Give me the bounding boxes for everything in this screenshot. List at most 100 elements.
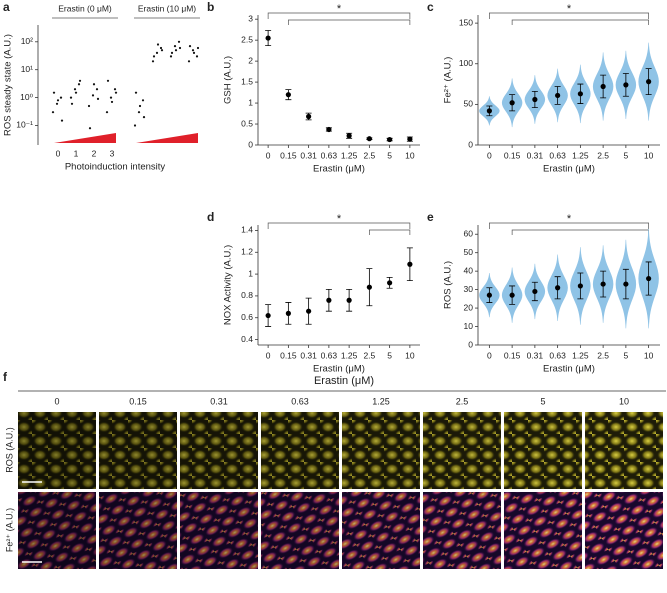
panel-label: b xyxy=(207,0,214,14)
y-tick-label: 30 xyxy=(464,284,474,294)
column-label: 5 xyxy=(540,396,545,406)
mean-point xyxy=(509,100,515,106)
mean-point xyxy=(285,310,291,316)
y-tick-label: 0 xyxy=(248,139,253,149)
column-label: 1.25 xyxy=(372,396,390,406)
mean-point xyxy=(387,280,393,286)
point xyxy=(156,43,160,46)
significance-bracket xyxy=(267,12,411,19)
mean-point xyxy=(306,308,312,314)
y-tick-label: 2.5 xyxy=(241,34,253,44)
point xyxy=(151,60,155,63)
point xyxy=(69,96,73,99)
y-tick-label: 50 xyxy=(464,247,474,257)
point xyxy=(114,91,118,94)
y-tick-label: 0.8 xyxy=(241,290,253,300)
point xyxy=(59,96,63,99)
micrograph xyxy=(504,492,582,569)
x-tick-label: 0.15 xyxy=(504,350,521,360)
point xyxy=(170,51,174,55)
mean-point xyxy=(265,35,271,41)
x-tick-label: 0.31 xyxy=(527,350,544,360)
y-axis-label: ROS steady state (A.U.) xyxy=(3,34,14,136)
point xyxy=(109,96,113,99)
micrograph-shade xyxy=(423,412,501,489)
micrograph-shade xyxy=(342,412,420,489)
point xyxy=(60,119,64,122)
micrograph-shade xyxy=(342,492,420,569)
point xyxy=(191,49,195,52)
x-tick-label: 0.15 xyxy=(280,350,297,360)
point xyxy=(160,49,164,52)
y-tick-label: 0 xyxy=(468,339,473,349)
mean-point xyxy=(555,92,561,99)
micrograph xyxy=(585,492,663,569)
point xyxy=(196,46,200,50)
y-tick-label: 40 xyxy=(464,265,474,275)
y-tick-label: 10 xyxy=(464,321,474,331)
x-tick-label: 0.63 xyxy=(549,150,566,160)
mean-point xyxy=(600,83,606,90)
point xyxy=(87,104,91,108)
x-tick-label: 0.63 xyxy=(321,150,338,160)
y-tick-label: 2 xyxy=(248,55,253,65)
mean-point xyxy=(646,79,652,85)
micrograph xyxy=(261,492,339,569)
column-label: 10 xyxy=(619,396,629,406)
micrograph xyxy=(423,412,501,489)
x-axis-label: Erastin (μM) xyxy=(543,364,595,375)
y-tick-label: 10¹ xyxy=(21,64,33,74)
mean-point xyxy=(265,312,271,319)
point xyxy=(95,88,99,91)
column-label: 0.15 xyxy=(129,396,147,406)
y-tick-label: 1.5 xyxy=(241,76,253,86)
point xyxy=(74,91,78,94)
significance-bracket xyxy=(511,19,649,25)
y-axis-label: Fe²⁺ (A.U.) xyxy=(443,57,454,104)
point xyxy=(110,100,114,104)
x-tick-label: 10 xyxy=(644,350,654,360)
micrograph-shade xyxy=(585,412,663,489)
significance-bracket xyxy=(511,229,649,235)
y-tick-label: 1 xyxy=(248,97,253,107)
mean-point xyxy=(285,92,291,98)
point xyxy=(88,127,92,130)
x-tick-label: 10 xyxy=(405,150,415,160)
y-tick-label: 150 xyxy=(459,17,473,27)
point xyxy=(138,104,142,108)
y-tick-label: 3 xyxy=(248,13,253,23)
y-axis-label: NOX Activity (A.U.) xyxy=(223,245,234,325)
y-tick-label: 100 xyxy=(459,58,473,68)
point xyxy=(141,99,145,102)
mean-point xyxy=(486,292,492,298)
point xyxy=(105,111,109,114)
mean-point xyxy=(623,281,629,287)
micrograph xyxy=(261,412,339,489)
mean-point xyxy=(387,136,393,143)
mean-point xyxy=(532,288,538,295)
y-tick-label: 10⁰ xyxy=(20,92,33,102)
x-tick-label: 0.31 xyxy=(300,150,317,160)
significance-bracket xyxy=(489,12,649,19)
point xyxy=(106,79,110,82)
mean-point xyxy=(532,96,538,103)
x-tick-label: 5 xyxy=(387,350,392,360)
x-tick-label: 2.5 xyxy=(597,350,609,360)
micrograph-shade xyxy=(99,492,177,569)
mean-point xyxy=(646,275,652,282)
micrograph-shade xyxy=(261,492,339,569)
significance-mark: * xyxy=(337,3,342,15)
mean-point xyxy=(346,133,352,139)
micrograph xyxy=(585,412,663,489)
micrograph-shade xyxy=(504,412,582,489)
group-label: Erastin (10 μM) xyxy=(138,3,196,13)
x-tick-label: 1.25 xyxy=(341,350,358,360)
mean-point xyxy=(600,281,606,287)
y-tick-label: 20 xyxy=(464,302,474,312)
panel-label: c xyxy=(427,0,434,14)
mean-point xyxy=(326,297,332,303)
point xyxy=(142,115,146,119)
y-tick-label: 1.2 xyxy=(241,247,253,257)
point xyxy=(174,49,178,52)
point xyxy=(152,55,156,58)
